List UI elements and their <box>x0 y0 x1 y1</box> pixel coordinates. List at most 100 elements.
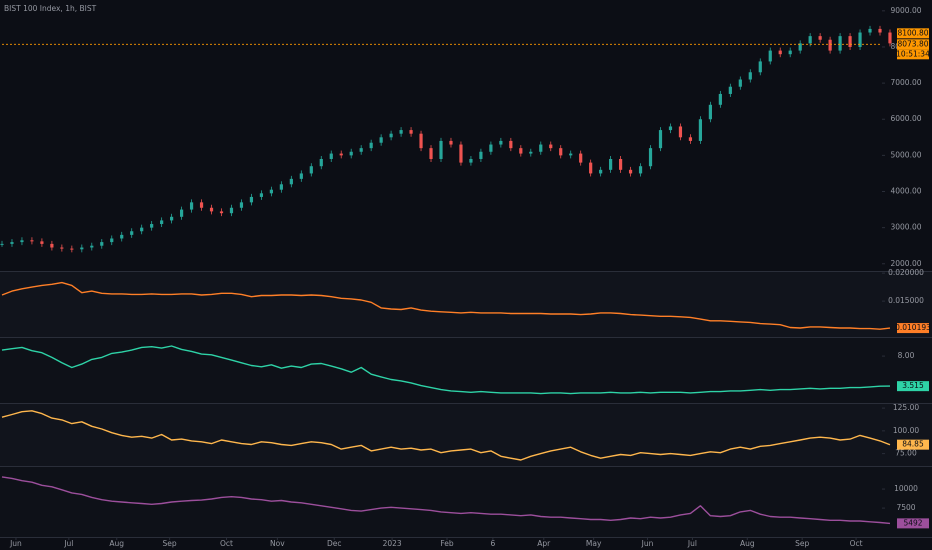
y-tick-label: 5000.00 <box>890 150 921 159</box>
last-value-box <box>897 439 929 450</box>
candle <box>100 242 104 246</box>
pane-background <box>0 272 932 337</box>
candle <box>828 39 832 51</box>
candle <box>529 151 533 154</box>
price-line-label: 8073.80 <box>897 39 928 48</box>
candle <box>489 144 493 152</box>
candle <box>10 242 14 244</box>
candle <box>379 137 383 143</box>
candle <box>638 166 643 174</box>
candle <box>708 104 712 120</box>
candle <box>0 243 4 245</box>
candle <box>838 36 842 51</box>
x-tick-label: Jul <box>63 539 73 548</box>
y-tick-label: 0.015000 <box>888 296 924 305</box>
candle <box>858 32 862 47</box>
x-tick-label: 2023 <box>383 539 402 548</box>
candle <box>199 202 204 208</box>
candle <box>70 248 74 250</box>
x-tick-label: Jun <box>641 539 654 548</box>
candle <box>289 178 293 185</box>
candle <box>718 93 722 105</box>
candle <box>140 227 144 232</box>
candle <box>209 207 214 212</box>
candle <box>120 234 124 239</box>
x-tick-label: Aug <box>740 539 755 548</box>
x-tick-label: Jun <box>9 539 22 548</box>
last-value-box <box>897 323 929 334</box>
y-tick-label: 7000.00 <box>890 78 921 87</box>
candle <box>499 140 503 145</box>
candle <box>469 158 473 163</box>
x-tick-label: Aug <box>109 539 124 548</box>
candle <box>628 169 633 174</box>
last-value-box <box>897 28 929 39</box>
candle <box>60 247 64 249</box>
y-tick-label: 6000.00 <box>890 114 921 123</box>
pane-background <box>0 404 932 466</box>
candle <box>329 153 333 159</box>
candle <box>259 193 264 197</box>
candle <box>389 133 393 138</box>
x-tick-label: 6 <box>490 539 495 548</box>
pane-background <box>0 467 932 537</box>
candle <box>888 32 892 44</box>
last-value-box <box>897 381 929 392</box>
series-line <box>1 281 891 330</box>
y-tick-label: 75.00 <box>895 449 917 458</box>
candle <box>369 142 373 149</box>
candle <box>589 162 593 174</box>
candle <box>868 28 872 33</box>
series-line <box>1 345 891 395</box>
candle <box>798 43 802 51</box>
y-tick-label: 0.020000 <box>888 268 924 277</box>
candle <box>50 243 54 248</box>
y-tick-label: 100.00 <box>893 426 919 435</box>
candle <box>170 216 174 221</box>
candle <box>459 144 463 163</box>
candle <box>678 126 683 138</box>
candle <box>349 151 353 156</box>
candle <box>110 238 114 243</box>
chart-title: BIST 100 Index, 1h, BIST <box>4 4 97 13</box>
x-tick-label: Sep <box>795 539 809 548</box>
candle <box>509 140 513 149</box>
candle <box>748 72 752 80</box>
candle <box>658 130 663 149</box>
candle <box>80 247 84 250</box>
y-tick-label: 125.00 <box>893 403 919 412</box>
candle <box>160 220 164 225</box>
candle <box>808 36 812 44</box>
candle <box>359 148 363 152</box>
candle <box>130 231 134 235</box>
candle <box>399 130 403 134</box>
x-tick-label: Oct <box>220 539 233 548</box>
candle <box>219 211 224 214</box>
candle <box>40 241 44 244</box>
x-tick-label: Nov <box>270 539 285 548</box>
candle <box>848 36 852 47</box>
x-tick-label: Apr <box>537 539 551 548</box>
candle <box>728 86 732 94</box>
last-value-box <box>897 518 929 529</box>
x-tick-label: Sep <box>163 539 177 548</box>
candle <box>549 144 553 149</box>
candle <box>569 153 573 156</box>
candle <box>189 202 194 210</box>
y-tick-label: 7500 <box>896 503 915 512</box>
last-value-label: 84.85 <box>902 440 924 449</box>
candle <box>20 240 24 243</box>
candle <box>559 148 563 156</box>
candle <box>239 202 244 208</box>
countdown: 10:51:34 <box>896 49 930 58</box>
candle <box>768 50 772 62</box>
candle <box>30 240 34 242</box>
candle <box>479 151 483 159</box>
y-tick-label: 8.00 <box>898 351 915 360</box>
candle <box>688 137 693 141</box>
candle <box>179 209 184 217</box>
candle <box>738 79 742 87</box>
y-tick-label: 9000.00 <box>890 6 921 15</box>
candle <box>579 153 583 163</box>
